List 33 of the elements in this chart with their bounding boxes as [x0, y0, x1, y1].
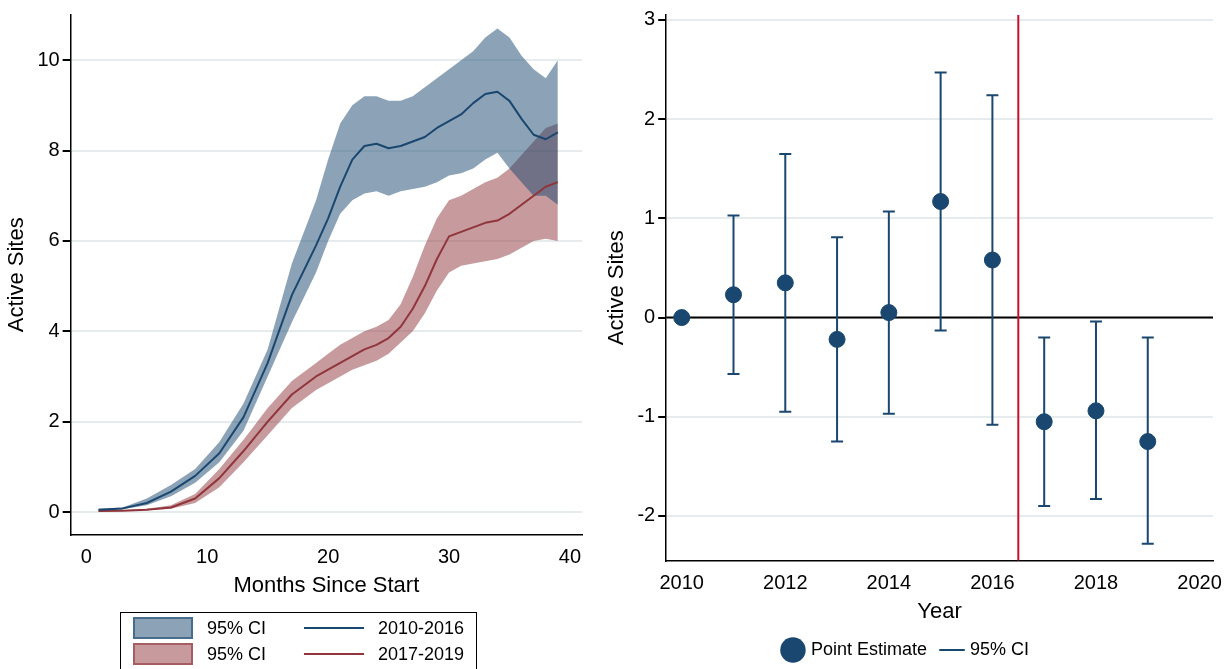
x-tick-label: 10 [196, 545, 219, 568]
x-tick-label: 2012 [763, 571, 808, 594]
y-axis-title: Active Sites [3, 217, 29, 333]
y-tick-label: 3 [644, 7, 656, 30]
legend-label: 2017-2019 [378, 643, 465, 665]
legend-label: Point Estimate [810, 638, 928, 659]
x-tick-label: 2016 [970, 571, 1015, 594]
x-tick-label: 20 [317, 545, 340, 568]
x-tick-label: 40 [558, 545, 582, 568]
y-axis-title: Active Sites [603, 230, 629, 346]
y-tick-label: 8 [48, 138, 60, 161]
y-tick-label: 1 [644, 205, 656, 228]
legend-label: 2010-2016 [378, 617, 465, 639]
x-tick-label: 2014 [866, 571, 912, 594]
y-tick-label: 2 [644, 106, 656, 129]
text: 95% CI [207, 617, 267, 639]
y-tick-label: -1 [637, 404, 656, 427]
y-tick-label: 6 [48, 228, 60, 251]
x-axis-title: Year [917, 597, 962, 623]
x-tick-label: 30 [437, 545, 461, 568]
x-axis-title: Months Since Start [233, 571, 420, 597]
y-tick-label: 10 [37, 47, 60, 70]
y-tick-label: 0 [644, 305, 656, 328]
x-tick-label: 2018 [1073, 571, 1119, 594]
x-tick-label: 2020 [1177, 571, 1222, 594]
y-tick-label: 4 [48, 318, 60, 341]
x-tick-label: 2010 [659, 571, 704, 594]
x-tick-label: 0 [80, 545, 92, 568]
y-tick-label: 0 [48, 499, 60, 522]
text: 95% CI [207, 643, 267, 665]
y-tick-label: -2 [637, 503, 656, 526]
y-tick-label: 2 [48, 409, 60, 432]
text: 95% CI [970, 638, 1030, 659]
